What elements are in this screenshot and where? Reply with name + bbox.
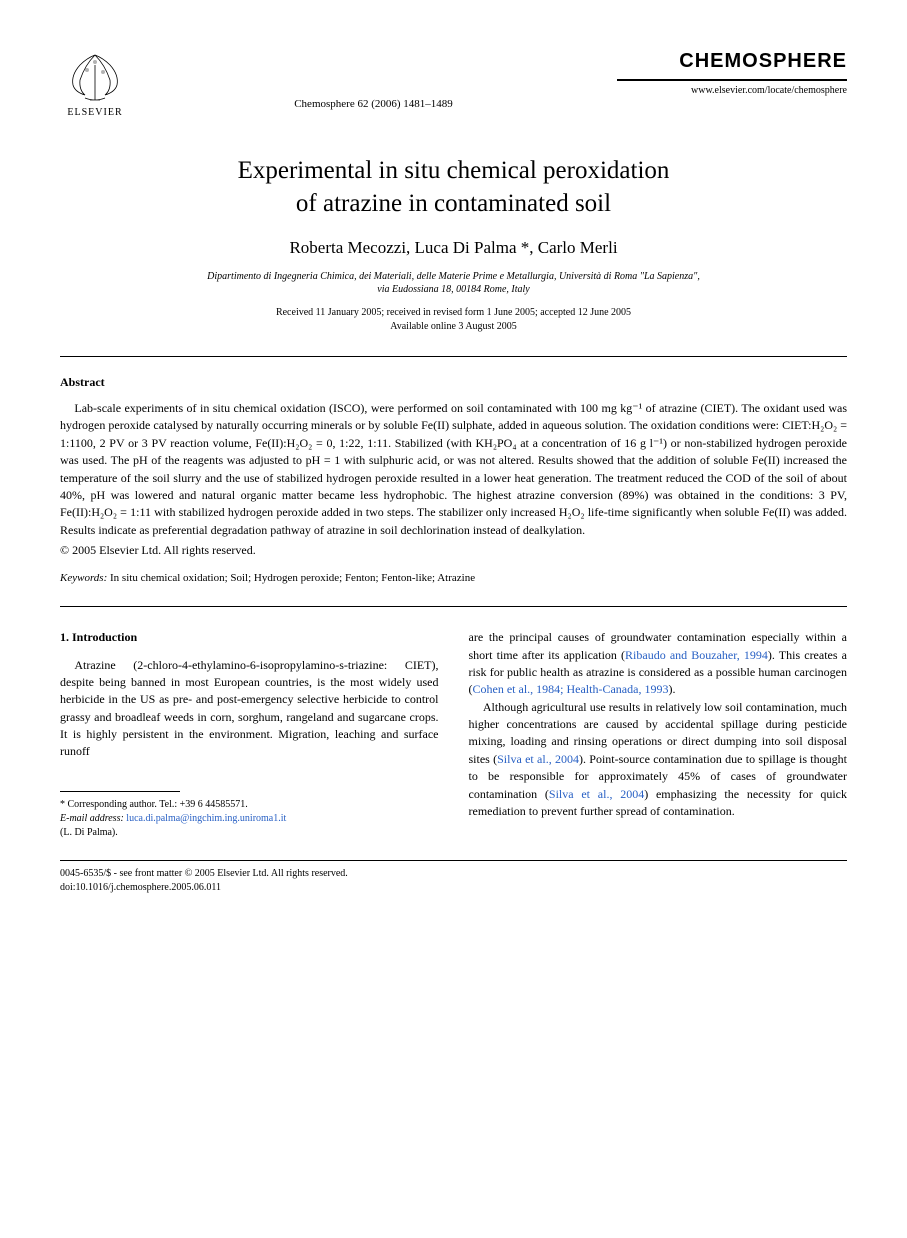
footnote-email[interactable]: luca.di.palma@ingchim.ing.uniroma1.it (126, 813, 286, 824)
dates-line2: Available online 3 August 2005 (390, 321, 516, 332)
authors: Roberta Mecozzi, Luca Di Palma *, Carlo … (60, 238, 847, 258)
ref-ribaudo[interactable]: Ribaudo and Bouzaher, 1994 (625, 648, 768, 662)
abstract-section: Abstract Lab-scale experiments of in sit… (60, 375, 847, 558)
header-row: ELSEVIER Chemosphere 62 (2006) 1481–1489… (60, 50, 847, 125)
ref-silva1[interactable]: Silva et al., 2004 (497, 752, 579, 766)
footnote-email-line: E-mail address: luca.di.palma@ingchim.in… (60, 812, 439, 826)
abstract-copyright: © 2005 Elsevier Ltd. All rights reserved… (60, 543, 847, 558)
journal-name: CHEMOSPHERE (617, 50, 847, 73)
affiliation-line2: via Eudossiana 18, 00184 Rome, Italy (377, 284, 529, 295)
ref-cohen[interactable]: Cohen et al., 1984; Health-Canada, 1993 (473, 682, 669, 696)
journal-box: CHEMOSPHERE www.elsevier.com/locate/chem… (617, 50, 847, 96)
keywords-label: Keywords: (60, 572, 107, 584)
divider-top (60, 356, 847, 357)
journal-url[interactable]: www.elsevier.com/locate/chemosphere (617, 85, 847, 96)
article-title: Experimental in situ chemical peroxidati… (60, 155, 847, 220)
keywords-text: In situ chemical oxidation; Soil; Hydrog… (107, 572, 475, 584)
keywords: Keywords: In situ chemical oxidation; So… (60, 572, 847, 584)
footer-line1: 0045-6535/$ - see front matter © 2005 El… (60, 867, 847, 881)
column-right: are the principal causes of groundwater … (469, 629, 848, 840)
intro-para-1: Atrazine (2-chloro-4-ethylamino-6-isopro… (60, 657, 439, 761)
affiliation: Dipartimento di Ingegneria Chimica, dei … (60, 270, 847, 296)
affiliation-line1: Dipartimento di Ingegneria Chimica, dei … (207, 271, 700, 282)
ref-silva2[interactable]: Silva et al., 2004 (549, 787, 644, 801)
body-columns: 1. Introduction Atrazine (2-chloro-4-eth… (60, 629, 847, 840)
footnote: * Corresponding author. Tel.: +39 6 4458… (60, 798, 439, 840)
footnote-email-label: E-mail address: (60, 813, 124, 824)
footnote-corr: * Corresponding author. Tel.: +39 6 4458… (60, 798, 439, 812)
divider-bottom (60, 606, 847, 607)
title-line1: Experimental in situ chemical peroxidati… (238, 157, 670, 184)
title-block: Experimental in situ chemical peroxidati… (60, 155, 847, 334)
publisher-logo: ELSEVIER (60, 50, 130, 125)
section-heading-intro: 1. Introduction (60, 629, 439, 646)
dates-line1: Received 11 January 2005; received in re… (276, 307, 631, 318)
footer-line2: doi:10.1016/j.chemosphere.2005.06.011 (60, 881, 847, 895)
footnote-rule (60, 791, 180, 792)
intro-para-2: Although agricultural use results in rel… (469, 699, 848, 821)
citation-block: Chemosphere 62 (2006) 1481–1489 (130, 50, 617, 110)
column-left: 1. Introduction Atrazine (2-chloro-4-eth… (60, 629, 439, 840)
abstract-body: Lab-scale experiments of in situ chemica… (60, 400, 847, 539)
title-line2: of atrazine in contaminated soil (296, 190, 611, 217)
footer-rule (60, 860, 847, 861)
intro-para-1-cont: are the principal causes of groundwater … (469, 629, 848, 699)
p1c: ). (668, 682, 675, 696)
elsevier-tree-icon (65, 50, 125, 105)
dates: Received 11 January 2005; received in re… (60, 306, 847, 334)
abstract-heading: Abstract (60, 375, 847, 390)
publisher-name: ELSEVIER (67, 107, 122, 118)
journal-rule (617, 79, 847, 81)
footnote-email-suffix: (L. Di Palma). (60, 826, 439, 840)
citation-text: Chemosphere 62 (2006) 1481–1489 (130, 98, 617, 110)
